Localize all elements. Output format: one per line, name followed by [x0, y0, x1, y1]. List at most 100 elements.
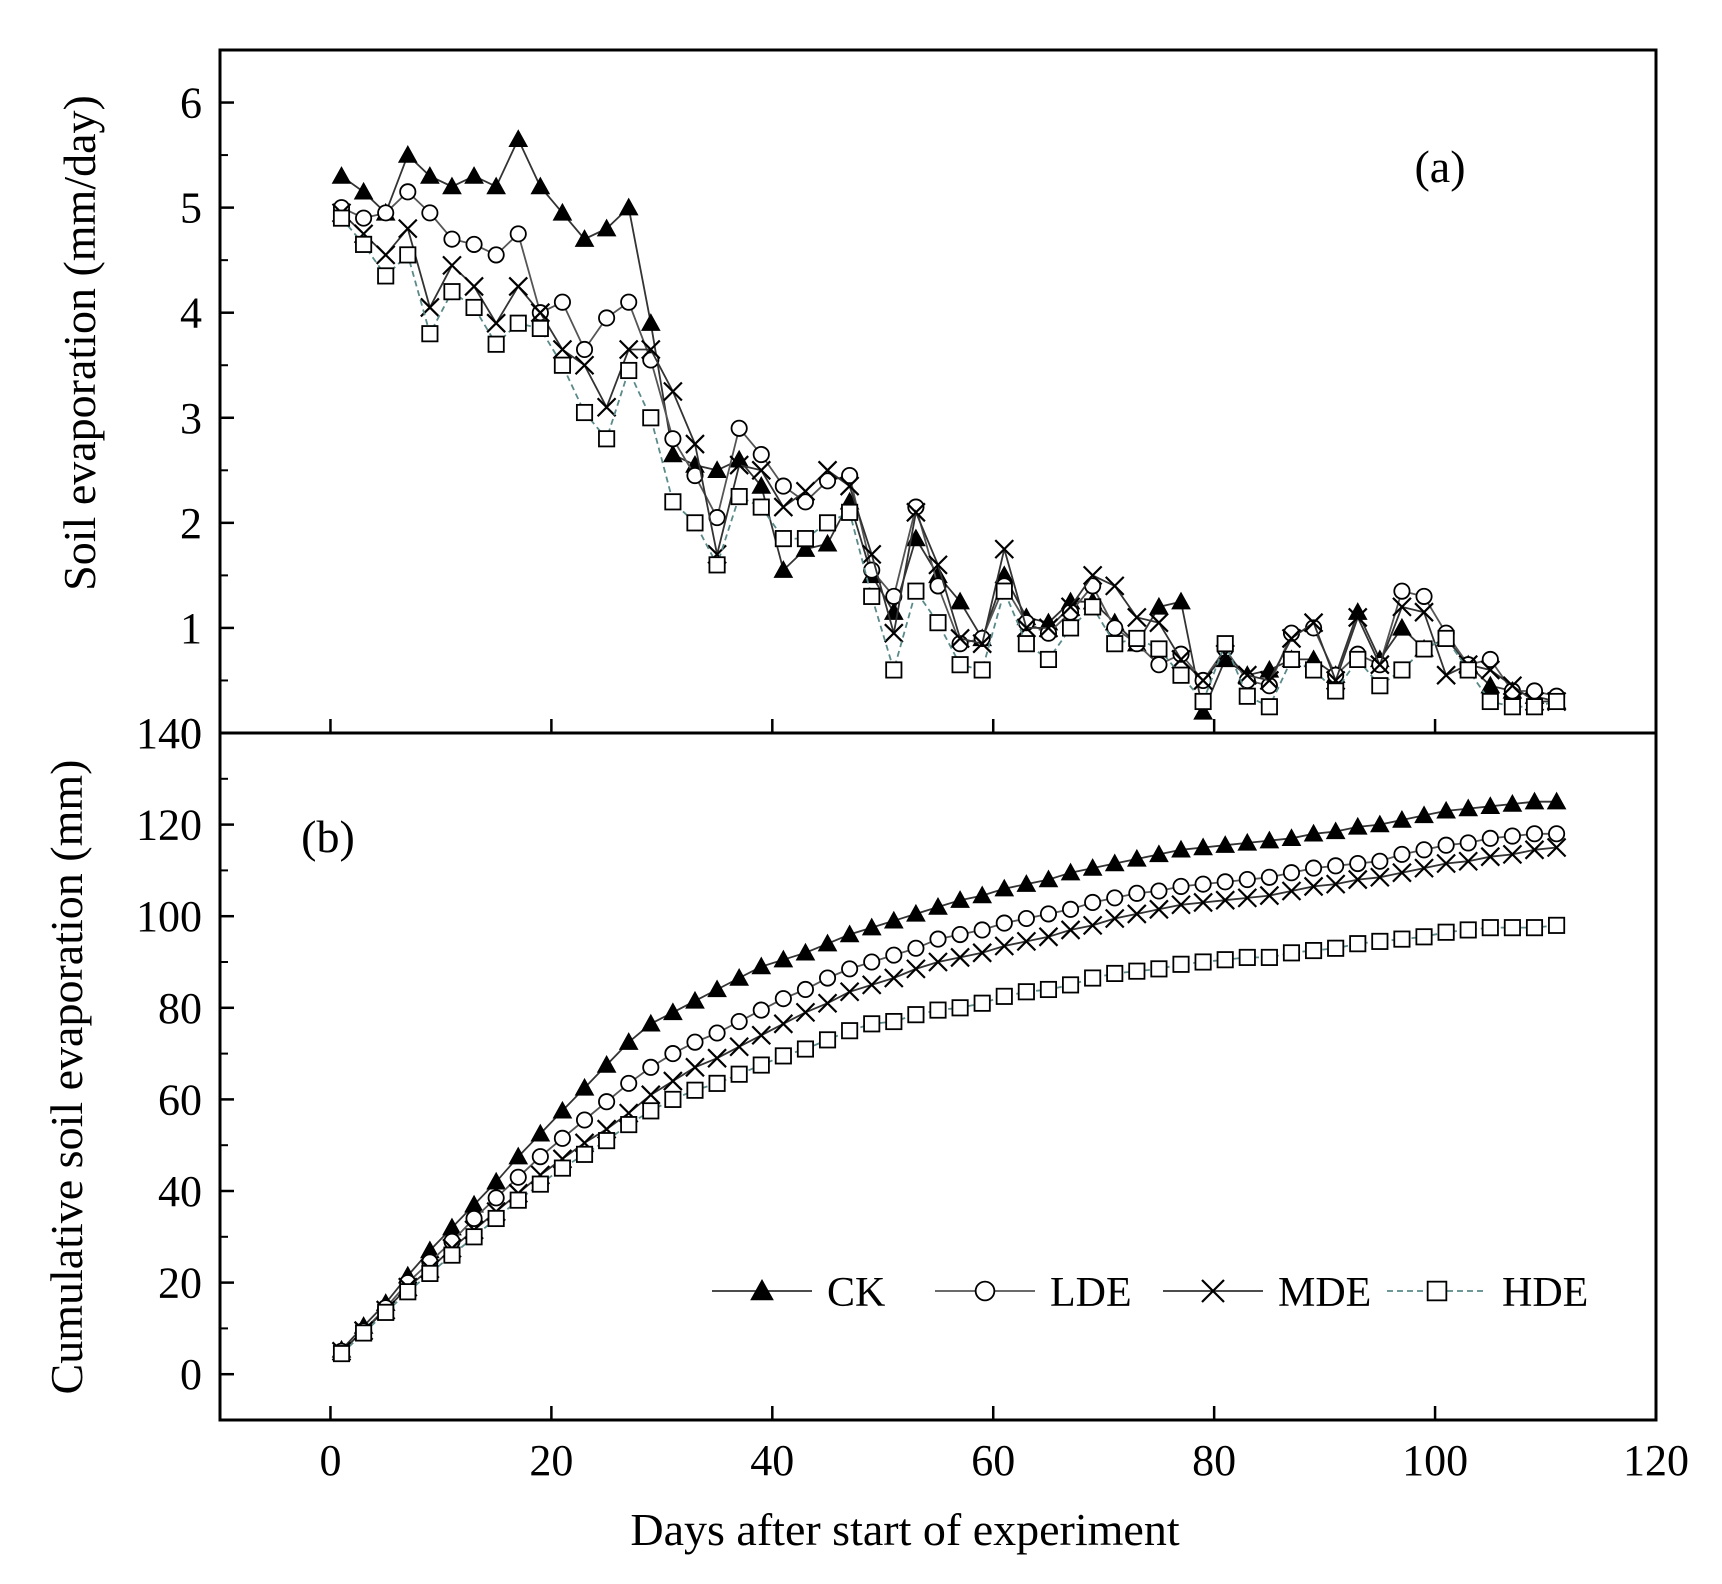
panel-b-point-lde	[1017, 909, 1035, 928]
panel-a-point-hde	[951, 656, 969, 674]
panel-b-point-ck	[817, 933, 838, 952]
panel-a-point-mde	[994, 539, 1015, 559]
panel-b-point-ck	[1259, 830, 1280, 849]
panel-a-point-lde	[752, 445, 770, 464]
panel-b-point-ck	[729, 968, 750, 986]
panel-b-point-mde	[1303, 876, 1324, 897]
panel-b-point-ck	[1325, 821, 1346, 840]
panel-b-ytick-label: 140	[136, 709, 202, 758]
panel-b-point-ck	[994, 878, 1015, 897]
panel-b-point-mde	[1392, 862, 1412, 883]
panel-b-point-hde	[1084, 969, 1102, 987]
panel-b-point-ck	[795, 942, 816, 961]
panel-a-point-hde	[1062, 619, 1080, 637]
panel-a-point-hde	[841, 503, 859, 521]
panel-a-point-lde	[1393, 582, 1411, 600]
panel-b-point-mde	[994, 936, 1015, 956]
panel-a-point-mde	[663, 381, 683, 402]
panel-b-point-hde	[1128, 962, 1146, 980]
panel-b-point-lde	[465, 1209, 483, 1228]
panel-a-ytick-label: 0	[180, 709, 202, 758]
panel-a-point-lde	[1039, 624, 1058, 642]
panel-b-point-ck	[928, 897, 948, 915]
panel-a-point-ck	[397, 145, 418, 163]
panel-a-point-hde	[1415, 640, 1433, 658]
panel-b-point-hde	[1106, 964, 1124, 982]
panel-b-point-hde	[885, 1012, 903, 1031]
panel-a-point-mde	[1347, 607, 1368, 628]
legend: CK LDE MDE HDE	[712, 1270, 1588, 1316]
panel-b-point-mde	[906, 959, 926, 979]
panel-a-point-hde	[1172, 666, 1190, 684]
panel-a-series-hde	[332, 209, 1566, 716]
panel-a-point-hde	[664, 493, 682, 511]
panel-a-point-mde	[641, 339, 661, 360]
panel-b-point-ck	[773, 949, 794, 968]
panel-b-point-mde	[1171, 894, 1191, 915]
panel-b-point-lde	[1503, 827, 1521, 845]
panel-b-point-ck	[596, 1055, 617, 1073]
panel-b-point-mde	[861, 975, 882, 995]
panel-a-y-axis-title: Soil evaporation (mm/day)	[54, 95, 105, 591]
panel-a-point-ck	[530, 176, 551, 195]
panel-b-series-hde	[332, 916, 1566, 1363]
panel-b-point-lde	[752, 1001, 770, 1019]
panel-b-point-mde	[1524, 840, 1545, 860]
panel-a-point-mde	[1082, 565, 1103, 586]
panel-a-point-lde	[664, 430, 682, 448]
panel-a-point-ck	[442, 176, 462, 195]
panel-b-point-lde	[1150, 882, 1168, 900]
panel-a-point-hde	[1525, 698, 1544, 716]
panel-a-point-mde	[596, 397, 617, 418]
panel-b-point-mde	[884, 968, 904, 988]
panel-b-point-mde	[950, 947, 970, 968]
panel-b-point-lde	[774, 990, 792, 1008]
panel-b-point-lde	[1260, 868, 1278, 886]
panel-b-point-ck	[1281, 828, 1302, 847]
panel-a-point-hde	[818, 514, 837, 532]
panel-b-point-ck	[1546, 791, 1567, 810]
panel-b-point-ck	[1060, 862, 1081, 881]
panel-b-point-lde	[885, 946, 903, 964]
panel-a-point-ck	[640, 313, 661, 331]
panel-a-ytick-label: 4	[180, 289, 202, 338]
panel-a-point-mde	[884, 623, 904, 643]
panel-b-point-hde	[355, 1324, 373, 1342]
panel-a-point-mde	[552, 339, 573, 360]
panel-a-point-hde	[531, 319, 549, 338]
panel-b-point-ck	[1502, 793, 1523, 812]
legend-marker	[1426, 1280, 1448, 1302]
panel-b-point-ck	[618, 1032, 639, 1050]
panel-b-point-ck	[950, 890, 970, 908]
xtick-label: 20	[529, 1436, 573, 1485]
panel-b-point-lde	[620, 1074, 638, 1092]
panel-a-point-mde	[795, 481, 816, 502]
panel-b-point-hde	[553, 1159, 571, 1177]
panel-a-point-ck	[596, 218, 617, 237]
panel-b-point-lde	[1282, 864, 1301, 882]
panel-a-point-hde	[1327, 682, 1345, 700]
panel-b-point-mde	[1237, 888, 1258, 908]
panel-b-point-mde	[663, 1071, 683, 1091]
panel-b-point-lde	[1305, 859, 1323, 877]
panel-a-point-lde	[1415, 587, 1433, 605]
panel-b-point-ck	[1392, 809, 1412, 828]
panel-b-point-hde	[421, 1264, 439, 1282]
panel-b-point-mde	[707, 1048, 727, 1068]
panel-b-point-lde	[1084, 893, 1102, 912]
panel-a-point-hde	[1393, 661, 1411, 679]
panel-a-ytick-label: 5	[180, 184, 202, 233]
panel-a-point-hde	[487, 335, 505, 353]
panel-b-point-hde	[1459, 921, 1477, 939]
panel-b-point-hde	[1349, 935, 1367, 953]
panel-b-point-hde	[1260, 948, 1278, 966]
panel-b-point-mde	[972, 943, 992, 963]
panel-b-point-mde	[641, 1085, 661, 1105]
panel-a-point-hde	[1371, 677, 1389, 695]
panel-b-series-mde	[331, 837, 1567, 1362]
panel-a-point-lde	[509, 225, 527, 243]
panel-b-point-lde	[531, 1148, 549, 1166]
panel-a-point-mde	[486, 313, 506, 333]
